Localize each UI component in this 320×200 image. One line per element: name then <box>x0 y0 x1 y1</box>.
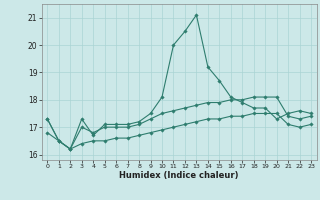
X-axis label: Humidex (Indice chaleur): Humidex (Indice chaleur) <box>119 171 239 180</box>
